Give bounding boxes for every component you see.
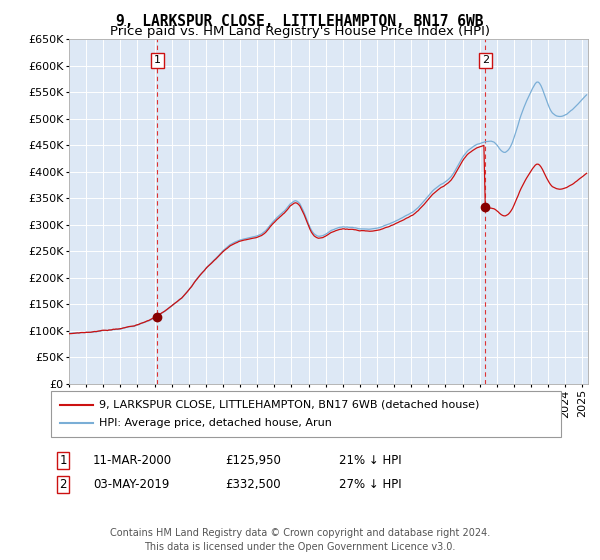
Text: £332,500: £332,500 — [225, 478, 281, 491]
Text: 2: 2 — [59, 478, 67, 491]
Text: 1: 1 — [154, 55, 161, 66]
Text: Price paid vs. HM Land Registry's House Price Index (HPI): Price paid vs. HM Land Registry's House … — [110, 25, 490, 38]
Text: 9, LARKSPUR CLOSE, LITTLEHAMPTON, BN17 6WB (detached house): 9, LARKSPUR CLOSE, LITTLEHAMPTON, BN17 6… — [99, 400, 479, 410]
Text: Contains HM Land Registry data © Crown copyright and database right 2024.
This d: Contains HM Land Registry data © Crown c… — [110, 528, 490, 552]
Text: 27% ↓ HPI: 27% ↓ HPI — [339, 478, 401, 491]
Text: 9, LARKSPUR CLOSE, LITTLEHAMPTON, BN17 6WB: 9, LARKSPUR CLOSE, LITTLEHAMPTON, BN17 6… — [116, 14, 484, 29]
Text: HPI: Average price, detached house, Arun: HPI: Average price, detached house, Arun — [99, 418, 332, 428]
Text: 11-MAR-2000: 11-MAR-2000 — [93, 454, 172, 467]
Text: 03-MAY-2019: 03-MAY-2019 — [93, 478, 169, 491]
Text: £125,950: £125,950 — [225, 454, 281, 467]
Text: 21% ↓ HPI: 21% ↓ HPI — [339, 454, 401, 467]
Text: 1: 1 — [59, 454, 67, 467]
Text: 2: 2 — [482, 55, 489, 66]
